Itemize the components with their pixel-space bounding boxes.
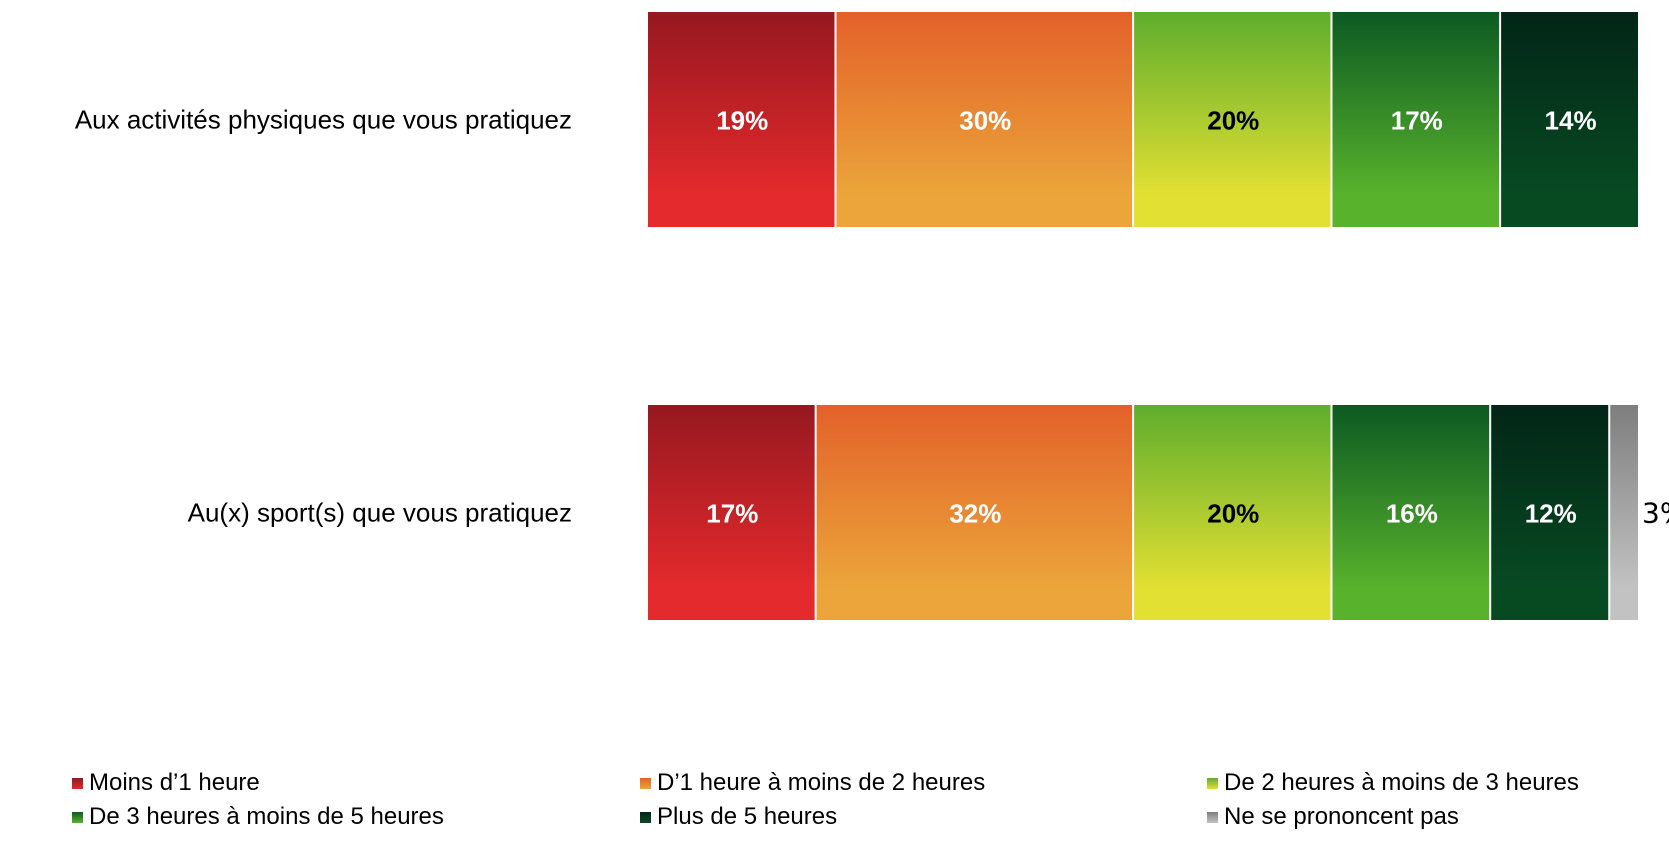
bar-segment: [1491, 405, 1609, 620]
bar-segment: [1332, 405, 1490, 620]
bar-segment: [1332, 12, 1500, 227]
legend-swatch: [640, 811, 651, 823]
data-label: 20%: [1207, 106, 1259, 136]
legend-swatch: [72, 811, 83, 823]
data-label: 30%: [959, 106, 1011, 136]
bar-segment: [816, 405, 1133, 620]
bar-segment: [648, 12, 835, 227]
legend-swatch: [1207, 777, 1218, 789]
category-label: Au(x) sport(s) que vous pratiquez: [188, 498, 572, 528]
legend-label: D’1 heure à moins de 2 heures: [657, 769, 986, 796]
data-label: 12%: [1525, 499, 1577, 529]
legend-item: De 3 heures à moins de 5 heures: [72, 803, 444, 831]
data-label: 14%: [1545, 106, 1597, 136]
legend-label: Ne se prononcent pas: [1224, 803, 1459, 830]
bar-segment: [1134, 405, 1331, 620]
legend-label: Plus de 5 heures: [657, 803, 838, 830]
legend-item: D’1 heure à moins de 2 heures: [640, 769, 985, 797]
category-label: Aux activités physiques que vous pratiqu…: [75, 105, 572, 135]
legend-swatch: [640, 777, 651, 789]
legend-swatch: [72, 777, 83, 789]
legend-item: Ne se prononcent pas: [1207, 803, 1459, 831]
legend-label: De 3 heures à moins de 5 heures: [89, 803, 444, 830]
bar-segment: [648, 405, 815, 620]
legend-item: Plus de 5 heures: [640, 803, 837, 831]
data-label: 32%: [949, 499, 1001, 529]
legend-item: Moins d’1 heure: [72, 769, 260, 797]
legend-swatch: [1207, 811, 1218, 823]
bar-segment: [1134, 12, 1331, 227]
legend-item: De 2 heures à moins de 3 heures: [1207, 769, 1579, 797]
data-label: 20%: [1207, 499, 1259, 529]
bar-segment: [836, 12, 1133, 227]
legend-label: Moins d’1 heure: [89, 769, 260, 796]
data-label: 19%: [716, 106, 768, 136]
data-label: 16%: [1386, 499, 1438, 529]
bar-segment: [1610, 405, 1638, 620]
data-label: 3%: [1642, 497, 1669, 530]
data-label: 17%: [706, 499, 758, 529]
bar-segment: [1501, 12, 1638, 227]
data-label: 17%: [1391, 106, 1443, 136]
legend-label: De 2 heures à moins de 3 heures: [1224, 769, 1579, 796]
